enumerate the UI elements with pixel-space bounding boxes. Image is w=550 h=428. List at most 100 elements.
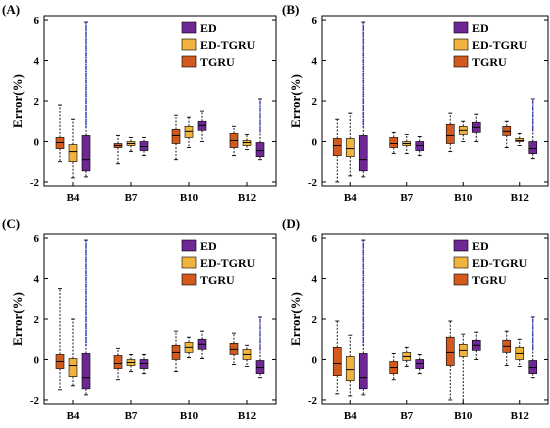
box-body <box>68 358 78 377</box>
box-body <box>445 123 455 144</box>
y-tick-label: -2 <box>308 395 318 407</box>
legend-swatch-ed-tgru <box>453 38 469 51</box>
box-ed-tgru-b12 <box>515 132 525 146</box>
x-tick-label-b12: B12 <box>511 410 530 422</box>
x-tick-label-b12: B12 <box>238 410 257 422</box>
box-body <box>229 342 239 355</box>
box-ed-tgru-b10 <box>184 336 194 358</box>
box-ed-tgru-b7 <box>126 353 136 373</box>
box-ed-tgru-b7 <box>402 133 412 155</box>
box-tgru-b7 <box>113 347 123 381</box>
y-tick-label: -2 <box>30 395 40 407</box>
legend-swatch-ed <box>181 21 197 34</box>
legend-swatch-ed-tgru <box>181 256 197 269</box>
box-body <box>81 353 91 390</box>
legend-label-ed: ED <box>472 21 489 35</box>
legend-label-ed: ED <box>200 239 217 253</box>
panel-label: (C) <box>2 216 20 231</box>
box-body <box>445 336 455 366</box>
legend-label-tgru: TGRU <box>472 55 507 69</box>
y-tick-label: -2 <box>30 177 40 189</box>
box-body <box>528 360 538 374</box>
box-body <box>255 360 265 374</box>
x-tick-label-b4: B4 <box>67 192 80 204</box>
panel-a: (A) -2 0 2 4 6 Error(%) B4 B7 B10 B12 ED ED-TGRU TGRU <box>2 2 277 204</box>
box-tgru-b4 <box>332 118 342 183</box>
x-tick-label-b10: B10 <box>180 192 199 204</box>
box-body <box>345 138 355 157</box>
x-tick-label-b4: B4 <box>344 410 357 422</box>
legend-swatch-tgru <box>181 273 197 286</box>
x-tick-label-b12: B12 <box>238 192 257 204</box>
box-ed-tgru-b10 <box>458 120 468 142</box>
box-ed-tgru-b7 <box>402 346 412 368</box>
box-body <box>502 125 512 136</box>
x-tick-label-b7: B7 <box>125 410 138 422</box>
y-tick-label: 2 <box>34 314 40 326</box>
x-tick-label-b7: B7 <box>400 192 413 204</box>
y-axis-label: Error(%) <box>288 292 303 346</box>
box-ed-b7 <box>415 353 425 375</box>
x-tick-label-b10: B10 <box>454 410 473 422</box>
box-tgru-b10 <box>171 330 181 373</box>
box-body <box>515 138 525 142</box>
legend-swatch-tgru <box>453 55 469 68</box>
legend-label-tgru: TGRU <box>472 273 507 287</box>
y-tick-label: 2 <box>34 96 40 108</box>
box-ed-tgru-b12 <box>242 344 252 368</box>
box-body <box>255 142 265 157</box>
box-body <box>345 356 355 382</box>
box-ed-tgru-b4 <box>68 118 78 179</box>
box-body <box>81 135 91 172</box>
box-tgru-b12 <box>502 120 512 148</box>
legend-label-ed-tgru: ED-TGRU <box>472 38 528 52</box>
box-tgru-b12 <box>502 330 512 366</box>
panel-b: (B) -2 0 2 4 6 Error(%) B4 B7 B10 B12 ED ED-TGRU TGRU <box>282 2 549 204</box>
box-tgru-b10 <box>171 114 181 161</box>
box-body <box>242 140 252 146</box>
legend-swatch-ed-tgru <box>453 256 469 269</box>
box-tgru-b10 <box>445 112 455 153</box>
box-body <box>68 144 78 163</box>
box-tgru-b7 <box>389 131 399 155</box>
box-ed-b12 <box>528 98 538 160</box>
box-tgru-b4 <box>55 104 65 163</box>
panel-d: (D) -2 0 2 4 6 Error(%) B4 B7 B10 B12 ED ED-TGRU TGRU <box>282 216 549 422</box>
box-tgru-b12 <box>229 125 239 157</box>
box-ed-b7 <box>139 353 149 375</box>
legend-label-ed-tgru: ED-TGRU <box>472 256 528 270</box>
x-tick-label-b7: B7 <box>400 410 413 422</box>
box-body <box>358 353 368 390</box>
x-tick-label-b10: B10 <box>180 410 199 422</box>
x-tick-label-b4: B4 <box>344 192 357 204</box>
box-tgru-b4 <box>55 288 65 391</box>
box-body <box>332 347 342 376</box>
box-body <box>139 141 149 151</box>
box-body <box>358 135 368 172</box>
y-tick-label: 4 <box>34 274 40 286</box>
panel-label: (A) <box>2 2 20 17</box>
box-body <box>113 355 123 369</box>
legend-swatch-ed <box>453 239 469 252</box>
y-axis-label: Error(%) <box>288 74 303 128</box>
box-body <box>55 137 65 149</box>
legend-swatch-tgru <box>181 55 197 68</box>
y-tick-label: 0 <box>34 354 40 366</box>
box-tgru-b7 <box>113 134 123 165</box>
y-tick-label: 4 <box>312 56 318 68</box>
box-body <box>415 141 425 151</box>
box-body <box>389 137 399 148</box>
box-body <box>332 138 342 156</box>
box-body <box>415 359 425 369</box>
y-tick-label: 4 <box>34 56 40 68</box>
x-tick-label-b4: B4 <box>67 410 80 422</box>
box-body <box>139 359 149 369</box>
y-axis-label: Error(%) <box>10 292 25 346</box>
y-tick-label: 2 <box>312 314 318 326</box>
x-tick-label-b7: B7 <box>125 192 138 204</box>
box-ed-tgru-b12 <box>242 133 252 151</box>
box-ed-b10 <box>197 110 207 142</box>
legend-label-ed: ED <box>472 239 489 253</box>
y-tick-label: -2 <box>308 177 318 189</box>
